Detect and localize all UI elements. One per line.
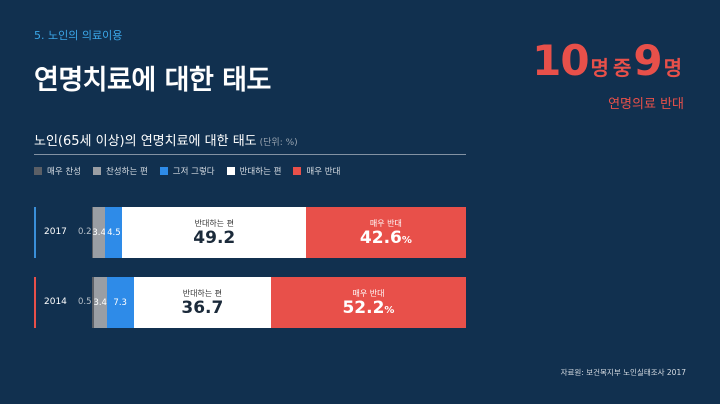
- segment-series-label: 반대하는 편: [194, 218, 234, 228]
- bar-segment-agree: 3.4: [92, 207, 106, 258]
- legend-label: 매우 반대: [306, 167, 341, 177]
- chart-legend: 매우 찬성 찬성하는 편 그저 그렇다 반대하는 편 매우 반대: [34, 165, 352, 177]
- value-number: 52.2: [342, 297, 385, 318]
- highlight-mid: 중: [612, 56, 632, 80]
- value-label-strongly-disagree: 42.6%: [359, 227, 412, 248]
- legend-swatch: [226, 167, 235, 175]
- legend-swatch: [159, 167, 168, 175]
- section-label: 5. 노인의 의료이용: [34, 29, 123, 42]
- value-number: 36.7: [181, 297, 224, 318]
- value-number: 42.6: [359, 227, 402, 248]
- bar-segment-strongly-disagree: 매우 반대 42.6%: [306, 207, 466, 258]
- stacked-bar: 3.4 7.3 반대하는 편 36.7 매우 반대 52.2%: [92, 277, 466, 328]
- value-label-strongly-disagree: 52.2%: [342, 297, 395, 318]
- legend-label: 매우 찬성: [47, 167, 81, 177]
- divider: [34, 154, 466, 155]
- chart-unit: (단위: %): [259, 138, 298, 148]
- row-accent: [34, 277, 36, 328]
- legend-item-disagree: 반대하는 편: [226, 165, 282, 177]
- legend-item-neutral: 그저 그렇다: [159, 165, 215, 177]
- segment-series-label: 매우 반대: [352, 288, 385, 298]
- value-number: 49.2: [193, 227, 236, 248]
- bar-row-2014: 2014 0.5 3.4 7.3 반대하는 편 36.7 매우 반대 52.2%: [34, 277, 466, 328]
- percent-sign: %: [384, 304, 395, 316]
- bar-segment-strongly-agree: [92, 207, 93, 258]
- legend-label: 반대하는 편: [239, 167, 282, 177]
- value-label-neutral: 7.3: [113, 297, 127, 308]
- legend-swatch: [92, 167, 101, 175]
- bar-segment-agree: 3.4: [93, 277, 107, 328]
- legend-label: 그저 그렇다: [172, 167, 215, 177]
- legend-item-strongly-disagree: 매우 반대: [293, 165, 340, 177]
- bar-segment-disagree: 반대하는 편 36.7: [133, 277, 271, 328]
- percent-sign: %: [401, 234, 412, 246]
- source-note: 자료원: 보건복지부 노인실태조사 2017: [560, 368, 686, 377]
- highlight-caption: 연명의료 반대: [608, 97, 684, 112]
- chart-title: 노인(65세 이상)의 연명치료에 대한 태도 (단위: %): [34, 130, 298, 149]
- bar-row-2017: 2017 0.2 3.4 4.5 반대하는 편 49.2 매우 반대 42.6%: [34, 207, 466, 258]
- highlight-unit-1: 명: [590, 56, 609, 80]
- chart-title-text: 노인(65세 이상)의 연명치료에 대한 태도: [34, 134, 257, 149]
- value-label-neutral: 4.5: [107, 227, 121, 238]
- value-label-agree: 3.4: [92, 227, 106, 238]
- legend-swatch: [293, 167, 302, 175]
- value-label-disagree: 36.7: [181, 297, 224, 318]
- segment-series-label: 매우 반대: [369, 218, 402, 228]
- bar-segment-strongly-agree: [92, 277, 94, 328]
- row-accent: [34, 207, 36, 258]
- highlight-stat: 10 명 중9 명: [532, 36, 684, 85]
- bar-segment-disagree: 반대하는 편 49.2: [122, 207, 307, 258]
- value-label-agree: 3.4: [93, 297, 107, 308]
- value-label-strongly-agree: 0.2: [78, 227, 92, 237]
- legend-item-strongly-agree: 매우 찬성: [34, 165, 81, 177]
- bar-segment-neutral: 7.3: [106, 277, 134, 328]
- value-label-disagree: 49.2: [193, 227, 236, 248]
- year-label: 2017: [44, 227, 67, 237]
- bar-segment-neutral: 4.5: [105, 207, 123, 258]
- bar-segment-strongly-disagree: 매우 반대 52.2%: [270, 277, 466, 328]
- highlight-number-2: 9: [633, 36, 662, 85]
- segment-series-label: 반대하는 편: [182, 288, 223, 298]
- legend-swatch: [34, 167, 42, 175]
- highlight-unit-2: 명: [663, 56, 682, 80]
- page-title: 연명치료에 대한 태도: [34, 65, 271, 96]
- year-label: 2014: [44, 297, 67, 307]
- value-label-strongly-agree: 0.5: [78, 297, 92, 307]
- legend-item-agree: 찬성하는 편: [92, 165, 148, 177]
- legend-label: 찬성하는 편: [105, 167, 148, 177]
- highlight-number-1: 10: [532, 36, 589, 85]
- stacked-bar: 3.4 4.5 반대하는 편 49.2 매우 반대 42.6%: [92, 207, 466, 258]
